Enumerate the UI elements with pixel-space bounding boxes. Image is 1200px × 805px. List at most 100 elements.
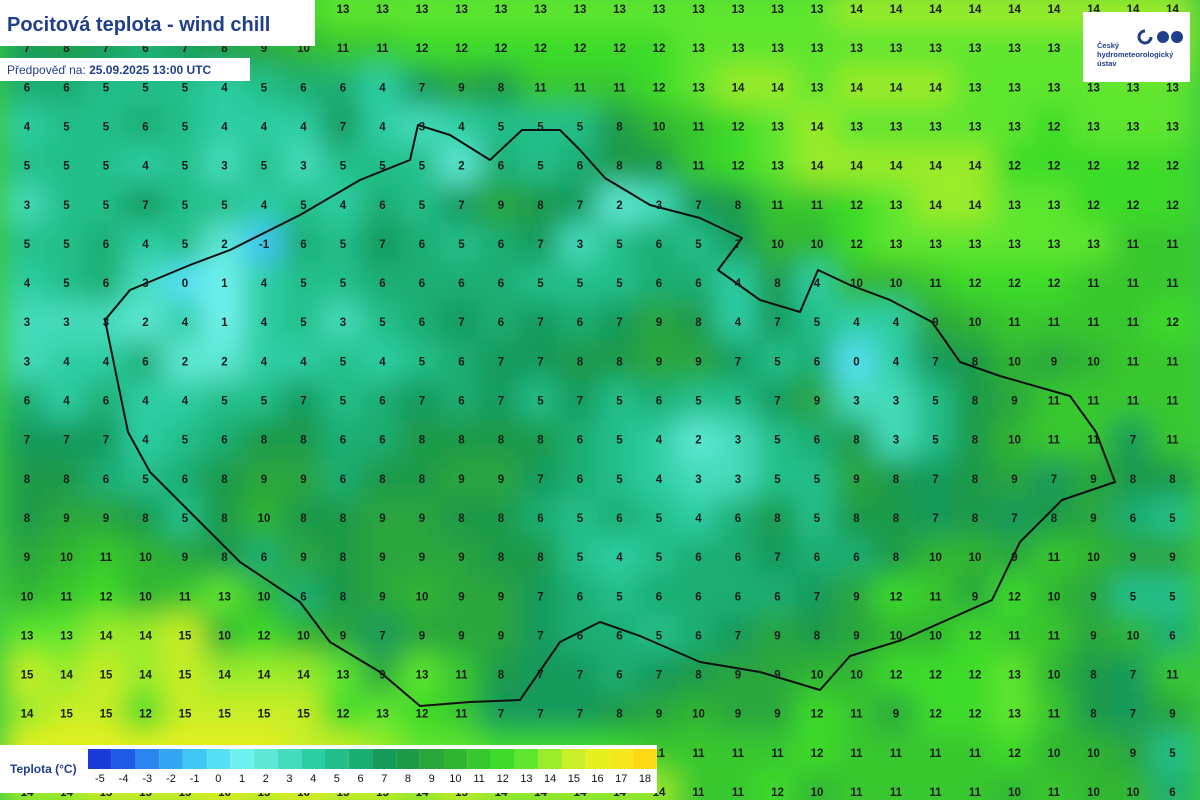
temperature-cell [321, 693, 365, 737]
temperature-value: 13 [732, 4, 745, 16]
legend-swatch [443, 749, 468, 769]
legend-label: 4 [310, 773, 316, 785]
temperature-value: 6 [1169, 630, 1175, 642]
temperature-value: 12 [416, 43, 429, 55]
temperature-cell [360, 653, 405, 698]
temperature-value: 6 [656, 278, 662, 290]
temperature-value: 5 [103, 121, 110, 133]
temperature-cell [874, 27, 918, 71]
temperature-cell [84, 419, 128, 463]
temperature-cell [400, 184, 444, 228]
temperature-cell [953, 575, 997, 619]
legend-label: 1 [239, 773, 245, 785]
temperature-cell [913, 105, 958, 150]
temperature-value: 4 [735, 317, 742, 329]
temperature-value: 8 [498, 670, 505, 682]
temperature-cell [755, 771, 800, 805]
temperature-value: 10 [692, 709, 705, 721]
temperature-cell [834, 575, 879, 619]
temperature-value: 12 [495, 43, 508, 55]
temperature-value: 14 [21, 709, 34, 721]
temperature-value: 13 [1048, 43, 1061, 55]
temperature-value: 10 [811, 787, 824, 799]
temperature-value: 8 [1090, 709, 1097, 721]
temperature-value: 4 [63, 356, 70, 368]
temperature-cell [597, 653, 642, 698]
temperature-value: 5 [498, 121, 505, 133]
temperature-cell [518, 379, 563, 424]
temperature-value: 13 [1008, 121, 1021, 133]
temperature-cell [163, 458, 207, 502]
temperature-cell [676, 184, 721, 228]
temperature-value: 4 [261, 317, 268, 329]
temperature-value: 6 [142, 356, 148, 368]
temperature-value: 8 [24, 513, 31, 525]
temperature-value: 3 [577, 239, 583, 251]
temperature-value: 12 [258, 630, 271, 642]
temperature-value: 7 [498, 356, 504, 368]
temperature-cell [597, 497, 642, 541]
temperature-value: 8 [1130, 474, 1137, 486]
temperature-value: 12 [850, 239, 863, 251]
temperature-value: 5 [1130, 591, 1137, 603]
temperature-value: 5 [142, 82, 149, 94]
temperature-cell [1032, 575, 1076, 619]
temperature-value: 13 [1087, 121, 1100, 133]
temperature-value: 5 [616, 396, 623, 408]
temperature-value: 15 [60, 709, 73, 721]
temperature-value: 14 [139, 670, 152, 682]
temperature-cell [84, 693, 128, 737]
legend-swatch [490, 749, 515, 769]
temperature-cell [1032, 614, 1076, 658]
temperature-cell [676, 575, 721, 619]
temperature-value: 12 [100, 591, 113, 603]
temperature-value: 14 [890, 161, 903, 173]
temperature-value: 9 [1090, 591, 1096, 603]
temperature-cell [834, 0, 879, 32]
temperature-cell [874, 653, 918, 698]
legend-label: -3 [142, 773, 152, 785]
temperature-cell [637, 693, 681, 737]
temperature-value: 11 [969, 748, 982, 760]
temperature-value: 3 [695, 474, 701, 486]
temperature-cell [163, 536, 207, 580]
temperature-cell [5, 575, 49, 619]
temperature-value: 10 [653, 121, 666, 133]
temperature-cell [321, 379, 365, 424]
temperature-cell [202, 536, 247, 580]
temperature-cell [400, 105, 444, 150]
temperature-value: 5 [419, 161, 426, 173]
temperature-cell [5, 262, 49, 306]
temperature-cell [202, 184, 247, 228]
temperature-cell [676, 66, 721, 110]
temperature-cell [834, 536, 879, 580]
temperature-cell [1032, 340, 1076, 384]
title-box [0, 0, 315, 46]
temperature-value: 5 [656, 630, 663, 642]
temperature-cell [321, 419, 365, 463]
temperature-cell [558, 0, 602, 32]
temperature-value: 13 [653, 4, 666, 16]
temperature-value: 6 [774, 591, 780, 603]
legend-swatch [182, 749, 207, 769]
temperature-value: 11 [1166, 278, 1179, 290]
temperature-cell [360, 27, 405, 71]
temperature-value: 10 [890, 278, 903, 290]
temperature-value: 13 [1048, 82, 1061, 94]
temperature-cell [716, 693, 760, 737]
temperature-cell [637, 419, 681, 463]
temperature-value: 6 [577, 630, 583, 642]
temperature-cell [202, 105, 247, 150]
temperature-cell [281, 379, 326, 424]
temperature-cell [597, 301, 642, 345]
temperature-value: 11 [771, 748, 784, 760]
temperature-cell [479, 614, 523, 658]
temperature-value: 9 [498, 591, 504, 603]
temperature-cell [400, 301, 444, 345]
temperature-value: 2 [221, 356, 227, 368]
temperature-cell [676, 223, 721, 267]
temperature-cell [676, 262, 721, 306]
temperature-value: 12 [969, 630, 982, 642]
temperature-value: 14 [969, 4, 982, 16]
